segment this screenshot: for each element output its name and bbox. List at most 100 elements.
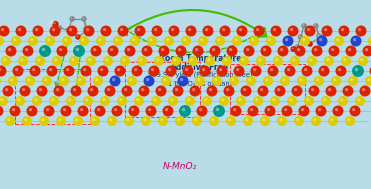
Circle shape (168, 96, 178, 106)
Circle shape (355, 26, 367, 36)
Circle shape (243, 46, 255, 57)
Circle shape (158, 46, 170, 57)
Circle shape (211, 118, 214, 121)
Circle shape (83, 68, 86, 71)
Circle shape (85, 27, 90, 33)
Circle shape (359, 85, 371, 97)
Circle shape (141, 116, 151, 126)
Circle shape (240, 85, 252, 97)
Circle shape (246, 48, 249, 51)
Circle shape (358, 28, 361, 31)
Circle shape (345, 46, 357, 57)
Circle shape (312, 46, 322, 57)
Circle shape (88, 58, 91, 61)
Circle shape (156, 58, 159, 61)
Circle shape (143, 118, 146, 121)
Circle shape (161, 76, 171, 86)
Circle shape (265, 78, 268, 81)
Circle shape (200, 66, 210, 77)
Circle shape (285, 38, 288, 41)
Circle shape (341, 28, 344, 31)
Circle shape (228, 118, 231, 121)
Circle shape (299, 36, 301, 37)
Circle shape (88, 28, 94, 34)
Circle shape (76, 48, 79, 51)
Circle shape (25, 48, 28, 51)
Circle shape (151, 96, 161, 106)
Circle shape (33, 26, 43, 36)
Circle shape (248, 78, 251, 81)
Circle shape (323, 98, 326, 101)
Circle shape (236, 26, 247, 36)
Circle shape (296, 50, 301, 54)
Circle shape (24, 118, 27, 121)
Circle shape (75, 118, 78, 121)
Circle shape (267, 108, 270, 111)
Circle shape (273, 56, 283, 66)
Circle shape (52, 56, 62, 66)
Circle shape (183, 66, 194, 77)
Circle shape (307, 28, 310, 31)
Circle shape (41, 118, 44, 121)
Circle shape (272, 98, 275, 101)
Circle shape (188, 28, 191, 31)
Circle shape (263, 76, 273, 86)
Circle shape (214, 78, 217, 81)
Circle shape (168, 26, 180, 36)
Circle shape (129, 78, 132, 81)
Circle shape (230, 105, 242, 116)
Circle shape (100, 96, 110, 106)
Circle shape (158, 88, 161, 91)
Circle shape (260, 116, 270, 126)
FancyArrowPatch shape (122, 10, 266, 37)
Circle shape (67, 29, 69, 30)
Circle shape (171, 56, 181, 66)
Text: 1 bar O₂ as oxidant: 1 bar O₂ as oxidant (168, 81, 232, 87)
Circle shape (236, 96, 246, 106)
Circle shape (160, 118, 163, 121)
Circle shape (175, 88, 178, 91)
Circle shape (56, 88, 59, 91)
Circle shape (314, 24, 316, 26)
Circle shape (137, 56, 147, 66)
Circle shape (49, 26, 60, 36)
Circle shape (292, 85, 302, 97)
Circle shape (0, 105, 3, 116)
Circle shape (301, 108, 304, 111)
Circle shape (63, 108, 66, 111)
Circle shape (250, 66, 262, 77)
Circle shape (238, 98, 241, 101)
Circle shape (17, 98, 20, 101)
Circle shape (301, 23, 307, 29)
Circle shape (68, 98, 71, 101)
Circle shape (280, 48, 283, 51)
Circle shape (39, 116, 49, 126)
Circle shape (192, 88, 195, 91)
Circle shape (205, 56, 215, 66)
Circle shape (122, 58, 125, 61)
Circle shape (42, 48, 45, 51)
Circle shape (73, 88, 76, 91)
Circle shape (56, 116, 66, 126)
Circle shape (358, 56, 368, 66)
Circle shape (270, 26, 282, 36)
Circle shape (217, 38, 220, 41)
Circle shape (15, 96, 25, 106)
Circle shape (234, 38, 237, 41)
Circle shape (105, 58, 108, 61)
Circle shape (311, 88, 314, 91)
Circle shape (136, 98, 139, 101)
Circle shape (340, 98, 343, 101)
Circle shape (350, 78, 353, 81)
Circle shape (88, 85, 98, 97)
Circle shape (195, 76, 205, 86)
Circle shape (120, 56, 130, 66)
Circle shape (313, 23, 319, 29)
Circle shape (3, 85, 13, 97)
Circle shape (292, 58, 295, 61)
Circle shape (226, 116, 236, 126)
Circle shape (95, 78, 98, 81)
Circle shape (8, 76, 18, 86)
Circle shape (105, 85, 115, 97)
Circle shape (84, 27, 86, 29)
